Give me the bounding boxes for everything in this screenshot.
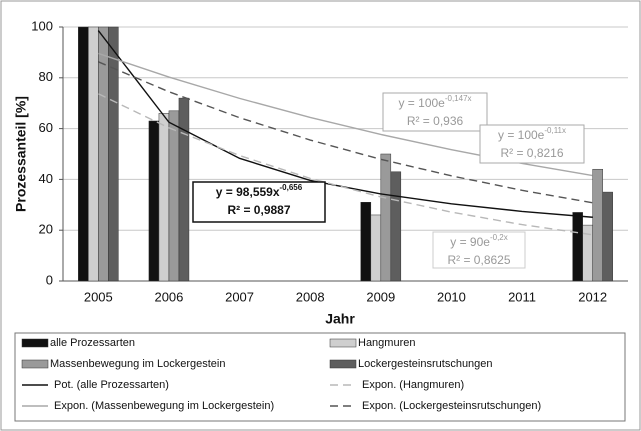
bar <box>178 97 190 282</box>
annotation-box <box>382 92 488 132</box>
equation: y = 98,559x-0,656 <box>216 183 303 199</box>
trend-line <box>98 93 593 236</box>
trend-line <box>98 61 593 204</box>
legend-label: Hangmuren <box>358 337 415 349</box>
equation-base: y = 98,559x <box>216 185 280 199</box>
bar <box>88 26 99 282</box>
equation: y = 100e-0,147x <box>398 94 471 110</box>
bar <box>78 26 89 282</box>
legend-swatch <box>21 359 49 369</box>
bar <box>158 113 170 282</box>
bar <box>148 120 160 282</box>
x-tick-label: 2010 <box>437 289 466 304</box>
y-tick-label: 100 <box>31 18 53 33</box>
annotation-box <box>432 231 526 269</box>
annotation-box <box>479 124 585 164</box>
legend-swatch <box>329 359 357 369</box>
legend-swatch <box>21 338 49 348</box>
x-axis-label: Jahr <box>325 311 355 327</box>
equation: y = 100e-0,11x <box>498 126 566 142</box>
bar <box>390 171 402 282</box>
legend-label: Massenbewegung im Lockergestein <box>50 358 226 370</box>
legend-label: Expon. (Lockergesteinsrutschungen) <box>362 400 541 412</box>
bar <box>380 153 392 282</box>
y-tick-label: 20 <box>39 222 53 237</box>
bar <box>370 214 382 282</box>
bar <box>592 168 603 282</box>
x-tick-label: 2009 <box>366 289 395 304</box>
legend-swatch <box>329 338 357 348</box>
legend-label: Lockergesteinsrutschungen <box>358 358 493 370</box>
legend-label: alle Prozessarten <box>50 337 135 349</box>
bar <box>602 191 613 282</box>
equation-exponent: -0,11x <box>544 126 566 135</box>
equation-base: y = 100e <box>398 96 445 110</box>
x-tick-label: 2006 <box>154 289 183 304</box>
x-tick-label: 2011 <box>508 289 536 304</box>
legend-label: Pot. (alle Prozessarten) <box>54 379 169 391</box>
legend <box>14 332 626 422</box>
y-tick-label: 40 <box>39 171 53 186</box>
equation-base: y = 100e <box>498 128 545 142</box>
equation: y = 90e-0,2x <box>450 233 508 249</box>
x-tick-label: 2008 <box>296 289 325 304</box>
r-squared: R² = 0,8216 <box>500 146 563 160</box>
equation-base: y = 90e <box>450 235 490 249</box>
legend-label: Expon. (Hangmuren) <box>362 379 464 391</box>
equation-exponent: -0,147x <box>445 94 472 103</box>
r-squared: R² = 0,936 <box>407 114 464 128</box>
r-squared: R² = 0,8625 <box>447 253 510 267</box>
bar <box>572 212 583 282</box>
equation-exponent: -0,656 <box>280 183 303 192</box>
bar <box>360 202 372 282</box>
equation-exponent: -0,2x <box>490 233 508 242</box>
y-axis-label: Prozessanteil [%] <box>13 96 29 212</box>
x-tick-label: 2007 <box>225 289 254 304</box>
y-tick-label: 60 <box>39 120 53 135</box>
x-tick-label: 2012 <box>578 289 607 304</box>
bar <box>168 110 180 282</box>
y-tick-label: 0 <box>46 272 53 287</box>
legend-label: Expon. (Massenbewegung im Lockergestein) <box>54 400 274 412</box>
x-tick-label: 2005 <box>84 289 113 304</box>
bar <box>98 26 109 282</box>
r-squared: R² = 0,9887 <box>227 203 290 217</box>
y-tick-label: 80 <box>39 69 53 84</box>
annotation-box <box>192 181 326 223</box>
bar <box>108 26 119 282</box>
